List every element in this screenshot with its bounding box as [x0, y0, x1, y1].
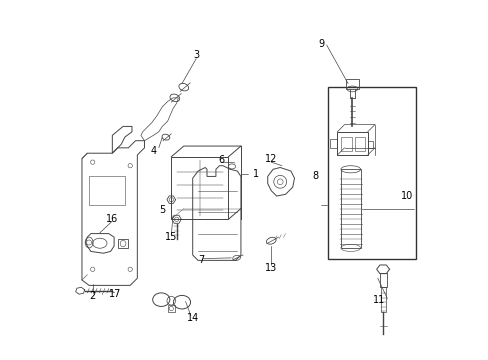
Text: 8: 8	[312, 171, 318, 181]
Text: 16: 16	[106, 213, 118, 224]
Bar	[345, 79, 358, 89]
Bar	[340, 137, 351, 152]
Text: 15: 15	[165, 232, 177, 242]
Text: 9: 9	[318, 39, 324, 49]
Bar	[337, 132, 367, 155]
Text: 12: 12	[264, 154, 277, 163]
Text: 6: 6	[218, 156, 224, 165]
Text: 3: 3	[193, 50, 199, 60]
Bar	[328, 87, 415, 258]
Text: 7: 7	[198, 255, 204, 265]
Bar	[171, 157, 228, 219]
Bar	[380, 287, 385, 312]
Bar	[89, 176, 124, 205]
Text: 2: 2	[89, 291, 96, 301]
Text: 17: 17	[108, 289, 121, 298]
Bar	[167, 305, 175, 312]
Bar	[329, 139, 337, 148]
Text: 11: 11	[373, 295, 385, 305]
Bar	[118, 239, 128, 248]
Text: 14: 14	[186, 312, 199, 323]
Bar	[340, 169, 360, 248]
Bar	[367, 141, 372, 148]
Text: 5: 5	[159, 205, 165, 215]
Bar	[379, 273, 386, 287]
Bar	[354, 137, 364, 152]
Text: 1: 1	[253, 169, 259, 179]
Text: 13: 13	[264, 262, 277, 273]
Text: 4: 4	[150, 146, 157, 156]
Text: 10: 10	[400, 191, 412, 201]
